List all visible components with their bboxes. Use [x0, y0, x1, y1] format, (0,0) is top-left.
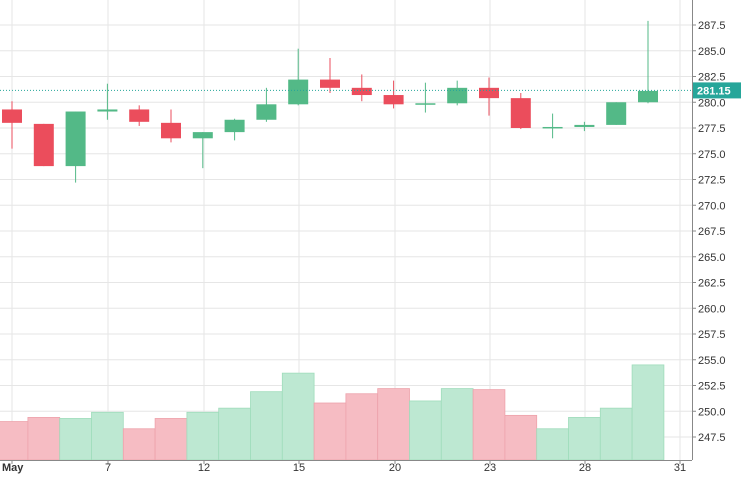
volume-bar [122, 428, 156, 461]
candle-body [161, 122, 181, 139]
grid-layer [0, 0, 692, 460]
candle-body [320, 79, 340, 88]
candle-body [447, 87, 468, 104]
volume-layer [0, 364, 665, 461]
volume-bar [27, 417, 61, 461]
volume-bar [536, 428, 569, 461]
y-tick-label: 280.0 [698, 97, 726, 109]
volume-bar [599, 407, 633, 461]
candle-body [351, 87, 372, 96]
candle-body [65, 111, 86, 167]
volume-bar [377, 388, 410, 461]
candle-body [97, 109, 118, 112]
candle-body [288, 79, 309, 105]
candle-body [33, 123, 54, 167]
volume-bar [91, 411, 124, 461]
volume-bar [281, 372, 315, 461]
x-tick-label: 15 [293, 462, 305, 474]
candle-body [2, 109, 22, 123]
volume-bar [504, 414, 538, 461]
y-tick-label: 247.5 [698, 432, 726, 444]
y-tick-label: 250.0 [698, 406, 726, 418]
volume-bar [631, 364, 665, 461]
y-tick-label: 277.5 [698, 123, 726, 135]
volume-bar [250, 391, 283, 461]
volume-bar [59, 418, 92, 461]
y-tick-label: 270.0 [698, 200, 726, 212]
volume-bar [472, 389, 506, 461]
y-tick-label: 267.5 [698, 226, 726, 238]
candle-body [415, 103, 436, 105]
volume-bar [0, 421, 29, 461]
volume-bar [568, 417, 601, 461]
x-tick-label: 28 [579, 462, 591, 474]
candle-body [383, 95, 404, 105]
candle-body [256, 104, 277, 120]
y-tick-label: 275.0 [698, 149, 726, 161]
candle-body [606, 102, 627, 125]
volume-bar [409, 400, 442, 461]
y-tick-label: 282.5 [698, 72, 726, 84]
candle-body [542, 126, 563, 129]
volume-bar [154, 418, 188, 461]
candle-body [192, 132, 213, 139]
x-tick-label: 12 [198, 462, 210, 474]
volume-bar [440, 388, 474, 461]
x-tick-label: 20 [389, 462, 401, 474]
candle-body [510, 98, 531, 128]
y-tick-label: 287.5 [698, 20, 726, 32]
candle-body [638, 90, 658, 103]
candle-body [224, 119, 245, 133]
candle-body [129, 109, 150, 122]
candle-body [479, 87, 499, 99]
x-tick-label: 7 [105, 462, 111, 474]
y-tick-label: 272.5 [698, 175, 726, 187]
y-tick-label: 257.5 [698, 329, 726, 341]
volume-bar [186, 411, 220, 461]
volume-bar [218, 407, 251, 461]
candle-body [574, 124, 595, 127]
x-tick-label: 31 [674, 462, 686, 474]
y-tick-label: 255.0 [698, 355, 726, 367]
y-tick-label: 285.0 [698, 46, 726, 58]
volume-bar [345, 393, 379, 461]
candle-layer [0, 20, 692, 183]
last-price-label: 281.15 [697, 85, 731, 97]
volume-bar [313, 402, 347, 461]
x-tick-label: 23 [484, 462, 496, 474]
y-tick-label: 260.0 [698, 303, 726, 315]
y-tick-label: 265.0 [698, 252, 726, 264]
x-tick-label: May [2, 462, 24, 474]
y-tick-label: 262.5 [698, 278, 726, 290]
last-price-badge [693, 82, 741, 99]
y-tick-label: 252.5 [698, 381, 726, 393]
